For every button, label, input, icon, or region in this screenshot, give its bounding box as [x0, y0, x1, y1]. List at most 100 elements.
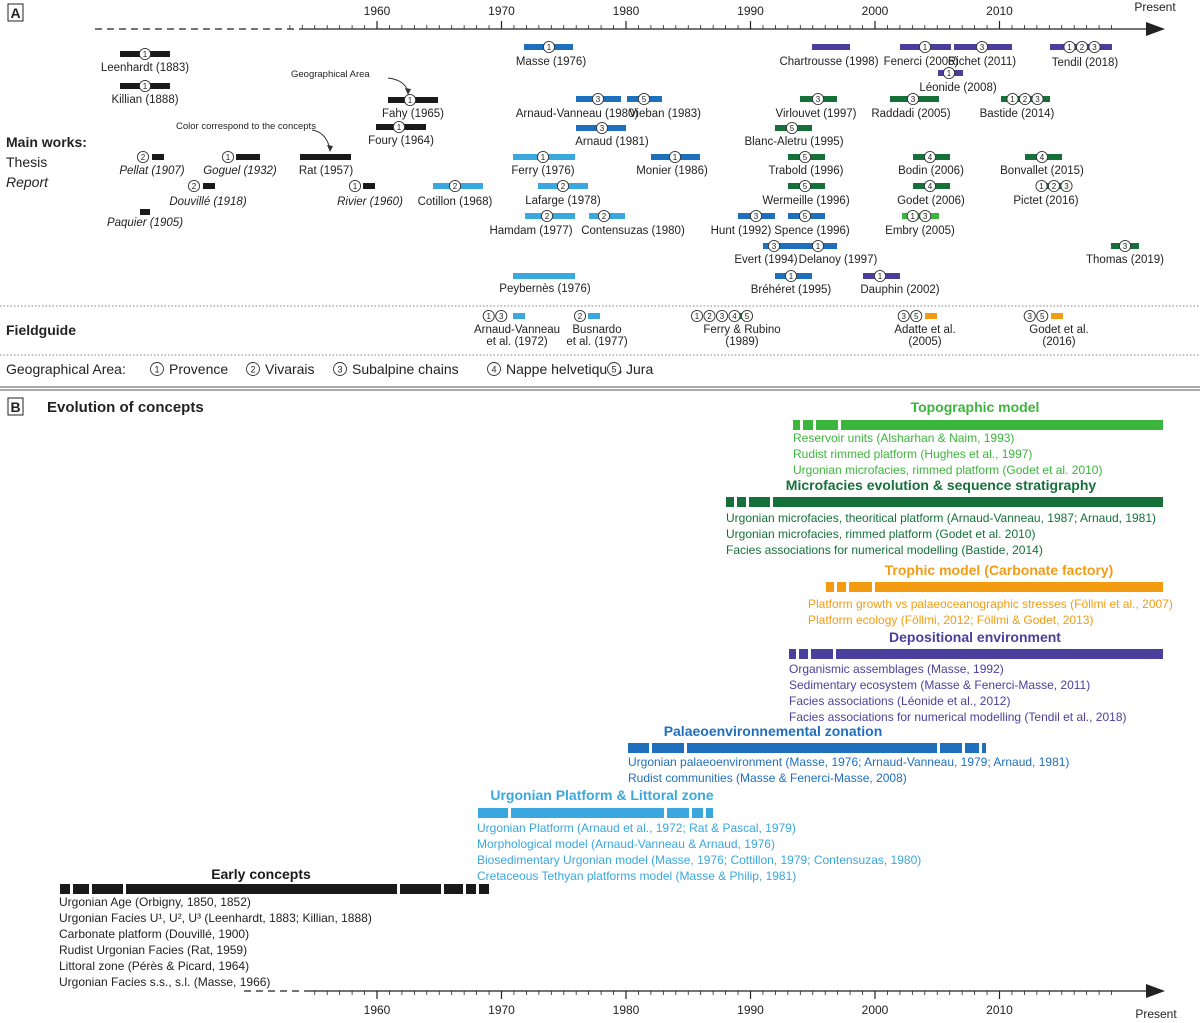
work-label: Vieban (1983) [629, 108, 701, 120]
work-label: Cotillon (1968) [418, 196, 493, 208]
concept-bar-segment [444, 884, 463, 894]
axis-tick-label: 1960 [364, 4, 391, 18]
report-label: Report [6, 174, 49, 190]
area-circle-number: 5 [803, 212, 808, 221]
bottom-axis-tick-label: 1960 [364, 1003, 391, 1017]
legend-item-label: Jura [626, 361, 653, 377]
area-circle-5 [798, 209, 812, 223]
concept-title: Microfacies evolution & sequence stratig… [786, 477, 1097, 493]
area-circle-1 [873, 269, 887, 283]
area-circle-2 [703, 309, 716, 323]
concept-bar-segment [466, 884, 476, 894]
work-label: Embry (2005) [885, 225, 955, 237]
area-circle-number: 2 [1052, 182, 1057, 191]
area-circle-3 [1118, 239, 1132, 253]
work-label: Godet (2006) [897, 195, 965, 207]
area-circle-number: 5 [803, 153, 808, 162]
fieldguide-text: (2016) [1042, 336, 1075, 348]
concept-line: Biosedimentary Urgonian model (Masse, 19… [477, 853, 921, 867]
area-circle-5 [740, 309, 754, 323]
area-circle-number: 3 [902, 312, 907, 321]
area-circle-1 [784, 269, 798, 283]
legend-item-label: Subalpine chains [352, 361, 459, 377]
fieldguide-text: Arnaud-Vanneau [474, 324, 560, 336]
area-circle-1 [542, 40, 556, 54]
concept-line: Urgonian Facies s.s., s.l. (Masse, 1966) [59, 975, 270, 989]
area-circle-1 [221, 150, 235, 164]
fieldguide-bar [1051, 313, 1063, 319]
area-circle-number: 2 [602, 212, 607, 221]
bottom-axis-tick-label: 1980 [613, 1003, 640, 1017]
concept-bar-segment [826, 582, 834, 592]
work-label: Spence (1996) [774, 225, 850, 237]
concept-bar-segment [73, 884, 89, 894]
axis-end-label: Present [1134, 0, 1176, 14]
area-circle-5 [798, 150, 812, 164]
concept-bar-segment [92, 884, 123, 894]
area-circle-number: 1 [923, 43, 928, 52]
area-circle-number: 1 [143, 82, 148, 91]
concept-bar-segment [687, 743, 937, 753]
area-circle-number: 1 [878, 272, 883, 281]
area-circle-5 [1036, 309, 1049, 323]
concept-bar-segment [60, 884, 70, 894]
work-label: Paquier (1905) [107, 217, 183, 229]
area-circle-number: 1 [408, 96, 413, 105]
axis-arrow [1146, 22, 1165, 36]
concept-line: Platform growth vs palaeoceanographic st… [808, 597, 1173, 611]
area-circle-number: 3 [1064, 182, 1069, 191]
area-circle-1 [348, 179, 362, 193]
area-circle-number: 2 [561, 182, 566, 191]
annotation-color: Color correspond to the concepts [176, 121, 316, 132]
concept-title: Early concepts [211, 866, 311, 882]
area-circle-2 [187, 179, 201, 193]
concept-bar-segment [837, 582, 846, 592]
concept-bar-segment [667, 808, 689, 818]
area-circle-1 [1006, 92, 1019, 106]
area-circle-1 [138, 79, 152, 93]
work-label: Goguel (1932) [203, 165, 277, 177]
area-circle-2 [136, 150, 150, 164]
legend-circle [487, 362, 501, 376]
panel-b-label-box [7, 397, 24, 416]
area-circle-number: 2 [707, 312, 712, 321]
bottom-axis-tick-label: 1990 [737, 1003, 764, 1017]
area-circle-1 [918, 40, 932, 54]
area-circle-number: 5 [745, 312, 750, 321]
area-circle-number: 3 [923, 212, 928, 221]
work-label: Bodin (2006) [898, 165, 964, 177]
concept-bar-segment [982, 743, 986, 753]
work-bar [300, 154, 351, 160]
area-circle-4 [923, 150, 937, 164]
legend-title: Geographical Area: [6, 361, 126, 377]
area-circle-number: 5 [914, 312, 919, 321]
legend-circle [333, 362, 347, 376]
work-label: Thomas (2019) [1086, 254, 1164, 266]
area-circle-number: 2 [192, 182, 197, 191]
area-circle-number: 1 [1039, 182, 1044, 191]
concept-line: Morphological model (Arnaud-Vanneau & Ar… [477, 837, 775, 851]
area-circle-3 [975, 40, 989, 54]
work-label: Ferry (1976) [511, 165, 574, 177]
concept-line: Urgonian microfacies, rimmed platform (G… [726, 527, 1035, 541]
area-circle-number: 2 [453, 182, 458, 191]
area-circle-3 [495, 309, 508, 323]
area-circle-number: 3 [1092, 43, 1097, 52]
area-circle-2 [1018, 92, 1032, 106]
area-circle-number: 2 [545, 212, 550, 221]
panel-a-label-box [7, 3, 24, 22]
work-label: Monier (1986) [636, 165, 708, 177]
area-circle-number: 2 [1023, 95, 1028, 104]
concept-bar-segment [799, 649, 808, 659]
legend-number: 3 [337, 365, 342, 375]
legend-number: 4 [491, 365, 496, 375]
annotation-arrow [387, 77, 409, 93]
concept-line: Rudist Urgonian Facies (Rat, 1959) [59, 943, 247, 957]
panel-a-label: A [10, 5, 20, 21]
area-circle-number: 4 [928, 153, 933, 162]
area-circle-number: 4 [1040, 153, 1045, 162]
concept-bar-segment [965, 743, 979, 753]
panel-b-label: B [10, 399, 20, 415]
work-label: Richet (2011) [948, 56, 1016, 68]
work-label: Hamdam (1977) [489, 225, 572, 237]
